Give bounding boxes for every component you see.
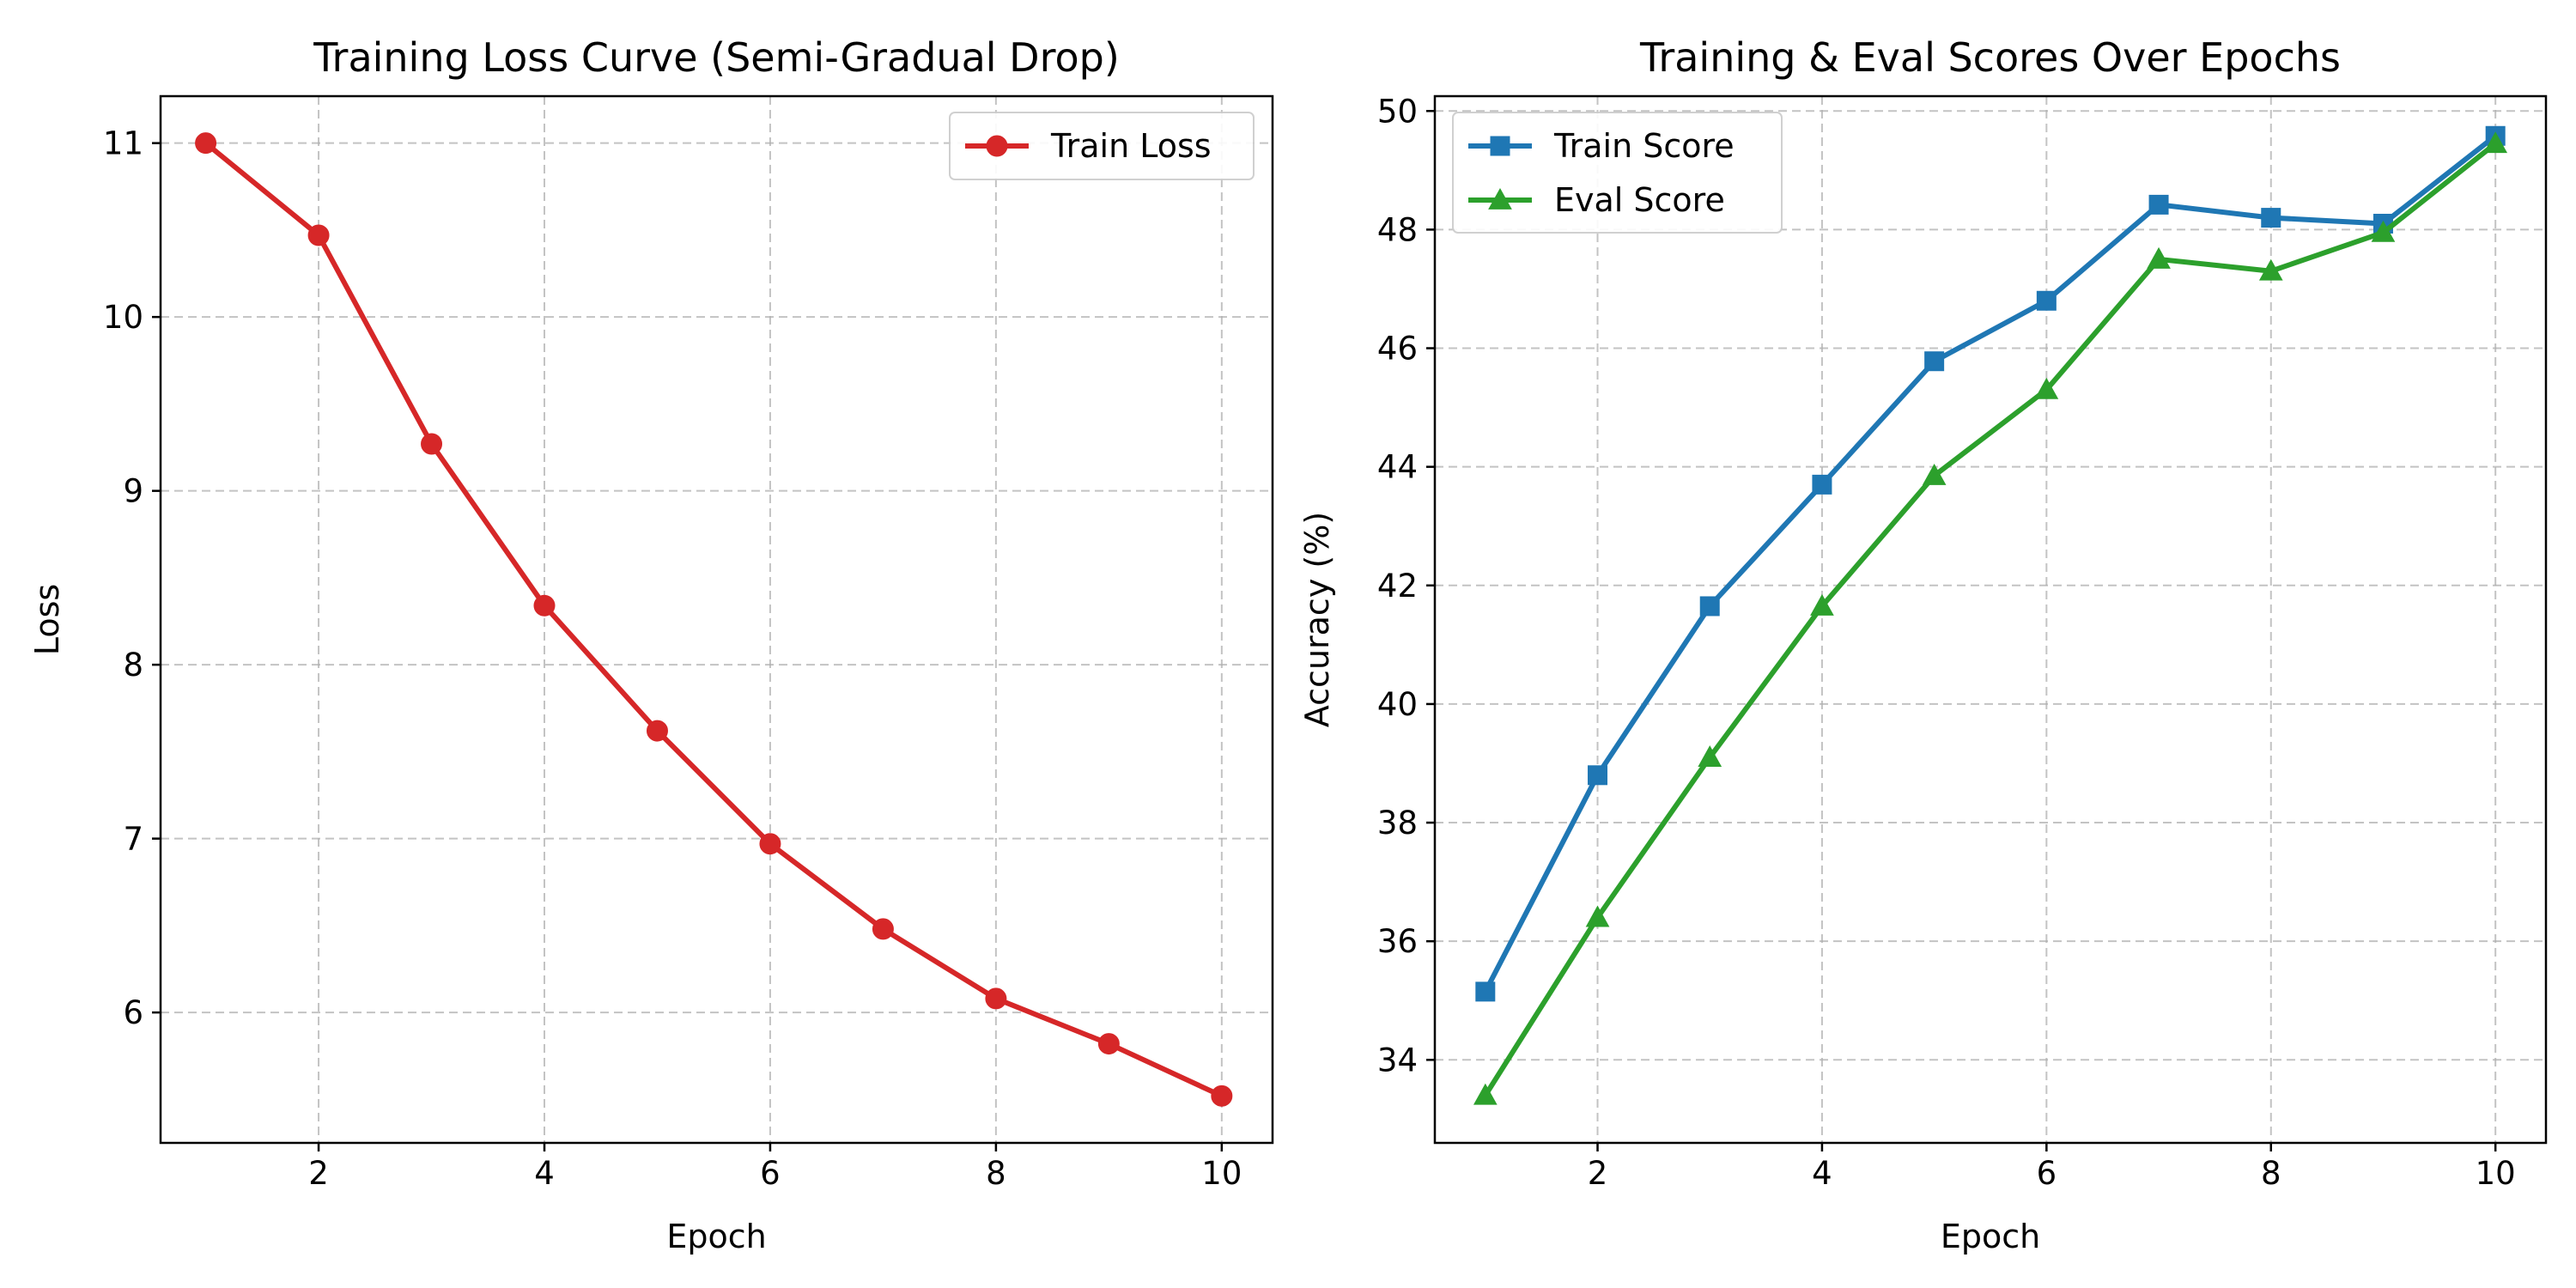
series-line-eval-score: [1482, 141, 2499, 1098]
legend-marker: [1490, 136, 1510, 156]
y-tick-label: 7: [123, 821, 143, 858]
series-line-train-score: [1482, 133, 2499, 994]
x-tick-label: 6: [760, 1155, 781, 1192]
x-tick-label: 4: [534, 1155, 555, 1192]
data-point: [2148, 194, 2169, 215]
x-tick-label: 8: [2261, 1155, 2281, 1192]
data-point: [872, 918, 894, 940]
data-point: [1097, 1033, 1120, 1055]
x-tick-label: 6: [2037, 1155, 2057, 1192]
x-tick-label: 2: [1588, 1155, 1608, 1192]
y-tick-label: 38: [1377, 805, 1418, 841]
data-point: [195, 132, 217, 155]
data-point: [2036, 290, 2057, 311]
data-point: [2371, 220, 2396, 242]
x-tick-label: 2: [308, 1155, 329, 1192]
data-point: [1922, 463, 1947, 485]
x-tick-label: 4: [1812, 1155, 1832, 1192]
data-point: [2483, 131, 2508, 154]
chart-title: Training & Eval Scores Over Epochs: [1639, 34, 2341, 81]
legend-label: Eval Score: [1554, 181, 1725, 219]
data-point: [307, 224, 330, 246]
data-point: [2261, 208, 2281, 228]
data-point: [533, 594, 556, 617]
y-tick-label: 36: [1377, 923, 1418, 960]
data-point: [1924, 351, 1945, 372]
legend-marker: [1488, 187, 1512, 210]
data-point: [1810, 593, 1834, 616]
legend-box: [1452, 112, 1783, 234]
legend-box: [949, 112, 1255, 180]
data-point: [1585, 905, 1610, 927]
y-tick-label: 10: [103, 299, 143, 336]
legend-label: Train Loss: [1050, 127, 1212, 165]
data-point: [1211, 1084, 1233, 1107]
y-tick-label: 11: [103, 125, 143, 162]
x-axis-label: Epoch: [666, 1218, 766, 1255]
y-tick-label: 46: [1377, 331, 1418, 368]
loss-chart: 2 4 6 8 10 6 7 8 9 10 11 Training Loss Curve (Semi-…: [28, 34, 1274, 1255]
data-point: [2034, 377, 2059, 399]
x-tick-label: 8: [986, 1155, 1006, 1192]
data-point: [1698, 745, 1722, 767]
y-tick-label: 44: [1377, 449, 1418, 486]
legend-marker: [986, 135, 1008, 157]
y-tick-label: 48: [1377, 211, 1418, 248]
data-point: [1812, 474, 1832, 495]
data-point: [421, 433, 443, 455]
y-tick-label: 9: [123, 473, 143, 510]
legend: Train Loss: [949, 112, 1255, 180]
x-tick-label: 10: [1201, 1155, 1242, 1192]
axes-frame: [159, 94, 1274, 1145]
y-tick-label: 34: [1377, 1042, 1418, 1078]
data-point: [2258, 258, 2283, 281]
x-tick-label: 10: [2476, 1155, 2516, 1192]
y-tick-label: 8: [123, 647, 143, 683]
data-point: [1588, 765, 1608, 786]
y-axis-label: Accuracy (%): [1298, 512, 1336, 727]
data-point: [985, 987, 1007, 1010]
chart-title: Training Loss Curve (Semi-Gradual Drop): [313, 34, 1120, 81]
y-tick-label: 6: [123, 994, 143, 1031]
data-point: [1699, 596, 1720, 617]
y-tick-label: 42: [1377, 568, 1418, 605]
legend-label: Train Score: [1553, 127, 1735, 165]
data-point: [646, 720, 668, 742]
data-point: [1473, 1083, 1498, 1105]
y-tick-label: 50: [1377, 93, 1418, 130]
legend: Train Score Eval Score: [1452, 112, 1783, 234]
series-line-train-loss: [203, 140, 1224, 1099]
data-point: [2147, 246, 2171, 269]
data-point: [1475, 981, 1496, 1002]
x-axis-label: Epoch: [1941, 1218, 2040, 1255]
axes-frame: [1433, 94, 2548, 1145]
y-axis-label: Loss: [28, 584, 66, 655]
y-tick-label: 40: [1377, 686, 1418, 723]
data-point: [759, 833, 781, 855]
